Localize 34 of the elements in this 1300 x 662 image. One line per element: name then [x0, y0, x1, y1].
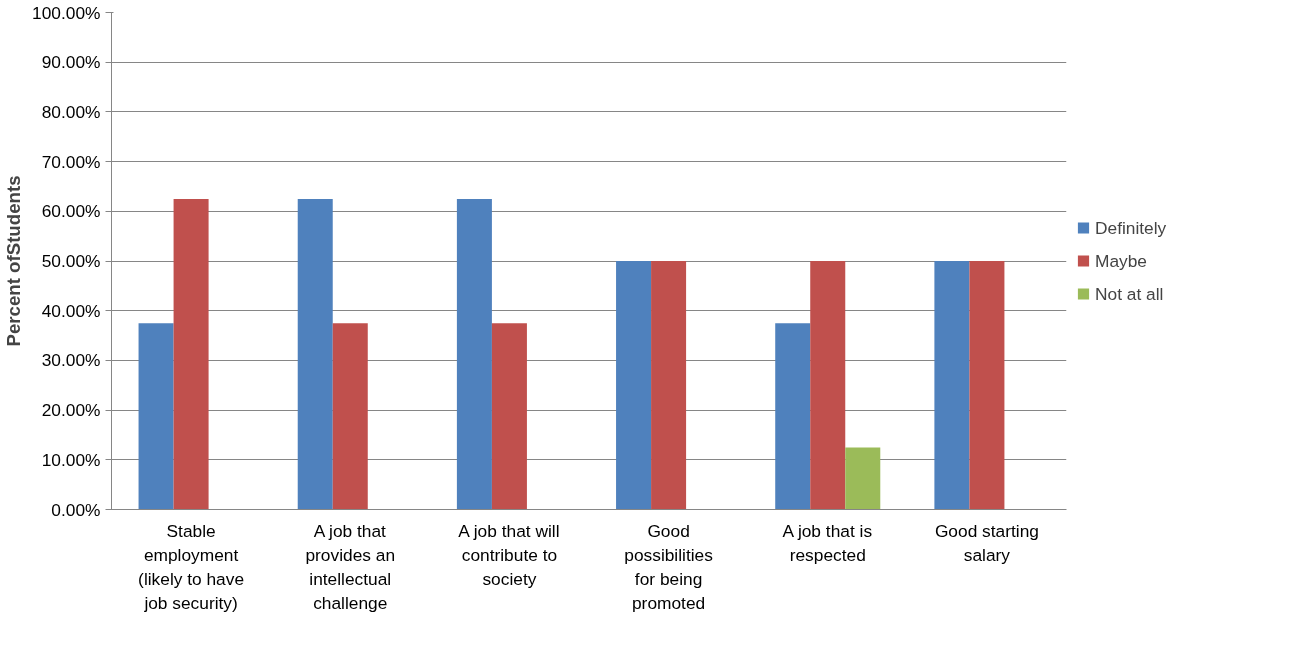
bar: [934, 261, 970, 510]
x-tick-label: Stable employment (likely to have job security): [138, 520, 245, 613]
y-tick-label: 90.00%: [41, 52, 101, 73]
bar: [138, 323, 174, 510]
legend-label: Definitely: [1095, 217, 1167, 238]
y-tick-label: 100.00%: [32, 2, 101, 23]
y-axis-title: Percent ofStudents: [3, 175, 25, 347]
y-tick-label: 70.00%: [41, 151, 101, 172]
bar: [775, 323, 811, 510]
bar: [491, 323, 527, 510]
x-tick-label: Good starting salary: [934, 520, 1039, 565]
bar: [332, 323, 368, 510]
bar: [845, 447, 881, 510]
y-tick-label: 40.00%: [41, 300, 101, 321]
legend-label: Maybe: [1095, 250, 1148, 271]
x-tick-label: A job that is respected: [782, 520, 873, 565]
bar: [810, 261, 846, 510]
y-tick-label: 10.00%: [41, 449, 101, 470]
y-tick-label: 80.00%: [41, 101, 101, 122]
bar: [456, 198, 492, 510]
y-tick-label: 0.00%: [51, 499, 101, 520]
bar: [173, 198, 209, 510]
bar: [616, 261, 652, 510]
x-tick-label: Good possibilities for being promoted: [624, 520, 714, 613]
y-tick-label: 30.00%: [41, 350, 101, 371]
bar: [297, 198, 333, 510]
y-tick-label: 60.00%: [41, 201, 101, 222]
y-tick-label: 50.00%: [41, 251, 101, 271]
x-tick-label: A job that will contribute to society: [458, 520, 560, 589]
bar: [969, 261, 1005, 510]
legend-label: Not at all: [1095, 283, 1164, 304]
y-tick-label: 20.00%: [41, 400, 101, 421]
bar: [651, 261, 687, 510]
x-tick-label: A job that provides an intellectual challenge: [305, 520, 396, 613]
